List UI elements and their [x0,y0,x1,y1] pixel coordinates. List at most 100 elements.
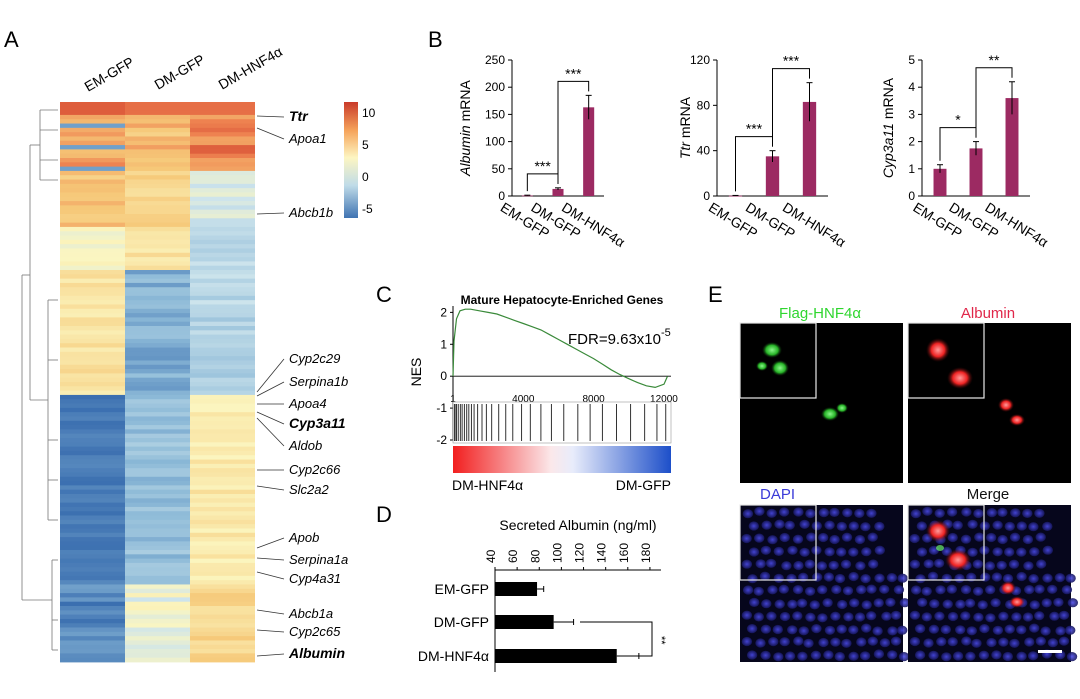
nucleus [824,520,835,530]
heatmap-cell [190,183,255,189]
nucleus [1022,534,1034,545]
heatmap-cell [125,356,190,361]
nucleus [1034,508,1045,518]
nucleus [818,507,830,518]
heatmap-cell [125,636,190,641]
gene-leader-line [256,411,285,425]
nucleus [792,534,804,544]
heatmap-cell [190,248,255,254]
nucleus [842,586,854,596]
nucleus [773,546,784,557]
nucleus [830,637,841,647]
y-axis-label: Albumin mRNA [457,79,473,176]
nucleus [1047,638,1059,648]
y-tick-label: 50 [492,162,506,176]
gene-leader-line [256,358,285,393]
heatmap-cell [60,239,125,245]
heatmap-cell [60,261,125,267]
nucleus [872,626,883,636]
nucleus [897,625,908,635]
heatmap-cell [125,502,190,508]
nucleus [836,547,847,557]
heatmap-cell [190,166,255,172]
heatmap-cell [190,567,255,572]
nucleus [1041,598,1052,608]
y-tick-label: 100 [485,135,505,149]
nucleus [798,626,809,636]
nucleus [1022,508,1033,518]
heatmap-cell [60,175,125,180]
nucleus [936,637,947,647]
nucleus [841,638,852,648]
nucleus [860,522,871,532]
nucleus [1027,651,1039,661]
heatmap-cell [190,420,255,426]
heatmap-cell [190,252,255,258]
nucleus [979,521,990,531]
heatmap-cell [190,485,255,491]
nucleus [829,534,840,545]
nucleus [755,638,766,648]
gsea-y-tick-label: -1 [436,401,447,415]
heatmap-cell [60,537,125,542]
heatmap-cell [190,235,255,241]
nucleus [823,650,834,660]
heatmap-cell [60,158,125,163]
hbar-x-tick-label: 80 [528,549,542,563]
nucleus [747,574,758,584]
gene-label: Cyp2c65 [289,624,341,639]
heatmap-cell [125,248,190,254]
y-axis-label: Ttr mRNA [677,96,693,159]
nucleus [841,532,853,542]
nucleus [890,610,902,620]
ranking-color-bar [453,446,671,473]
nucleus [1002,573,1014,584]
heatmap-cell [60,567,125,572]
nucleus [1010,508,1021,518]
fdr-value: FDR=9.63x10 [568,331,661,348]
ranking-label-right: DM-GFP [616,477,671,493]
heatmap-cell [60,114,125,120]
heatmap-cell [60,506,125,512]
heatmap-cell [60,183,125,189]
heatmap-cell [190,110,255,116]
heatmap-cell [190,494,255,499]
heatmap-cell [125,170,190,176]
heatmap-cell [125,334,190,340]
heatmap-cell [60,351,125,357]
nucleus [811,624,822,634]
heatmap-cell [125,132,190,137]
heatmap-cell [190,140,255,146]
nucleus [992,520,1003,530]
heatmap-cell [190,459,255,465]
microscopy-panel: Flag-HNF4α Albumin DAPI Merge [739,305,1079,662]
nucleus [977,600,988,610]
nucleus [960,585,972,595]
heatmap-cell [190,287,255,292]
mic-image-dapi [739,504,910,662]
nucleus [874,521,885,532]
nucleus [997,507,1008,517]
nucleus [848,571,859,582]
nucleus [753,612,764,622]
heatmap-cell [190,653,255,659]
heatmap-cell [190,106,255,112]
heatmap-cell [60,153,125,159]
heatmap-cell [125,459,190,465]
heatmap-cell [190,558,255,564]
gsea-x-tick-label: 4000 [512,394,535,405]
heatmap-cell [125,575,190,581]
nucleus [1042,573,1053,583]
heatmap-cell [60,519,125,525]
bar [802,101,817,196]
heatmap-cell [190,476,255,482]
nucleus [915,574,926,584]
heatmap-cell [125,106,190,112]
gene-leader-line [256,537,285,549]
heatmap-cell [125,420,190,426]
heatmap-cell [190,593,255,598]
heatmap-cell [190,102,255,107]
heatmap-cell [60,606,125,611]
heatmap-cell [125,239,190,245]
nucleus [916,521,927,531]
